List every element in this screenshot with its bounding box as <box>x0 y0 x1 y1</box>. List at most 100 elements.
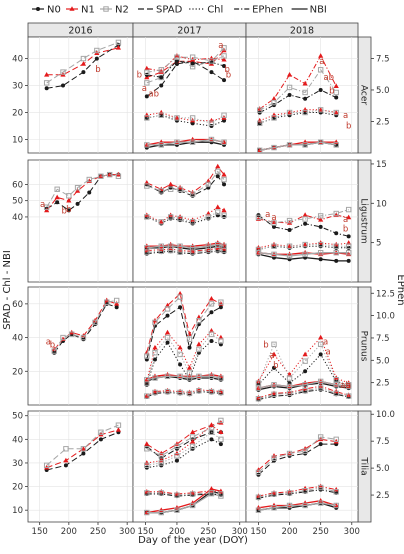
data-point <box>218 375 224 381</box>
series-chl-n2 <box>256 107 339 127</box>
data-point <box>334 95 339 100</box>
legend-item-chl: Chl <box>189 5 223 16</box>
data-point <box>174 443 180 450</box>
data-point <box>164 329 171 335</box>
data-point <box>80 61 87 66</box>
x-tick-label: 200 <box>61 527 77 537</box>
y-tick-label: 20 <box>12 109 23 119</box>
significance-letter: b <box>224 65 229 75</box>
data-point <box>218 417 224 424</box>
data-point <box>345 206 352 213</box>
data-point <box>63 463 68 468</box>
data-point <box>333 109 339 116</box>
data-point <box>221 171 227 177</box>
data-point <box>189 491 196 497</box>
data-point <box>196 387 202 394</box>
series-ephen-n2 <box>255 206 352 226</box>
data-point <box>215 247 221 253</box>
panel-frame <box>132 410 247 523</box>
y-tick-label: 30 <box>12 459 23 469</box>
series-line <box>146 170 225 195</box>
data-point <box>302 216 308 222</box>
data-point <box>271 144 277 151</box>
y-tick-label: 50 <box>12 412 23 422</box>
series-ephen-n2 <box>144 387 224 399</box>
significance-letter: b <box>329 87 334 97</box>
x-tick-label: 300 <box>232 527 248 537</box>
series-ephen-n2 <box>144 490 224 498</box>
data-point <box>256 107 263 113</box>
data-point <box>302 109 308 116</box>
data-point <box>209 437 214 442</box>
data-point <box>196 341 202 347</box>
data-point <box>144 69 150 76</box>
legend-label: Chl <box>207 5 223 16</box>
data-point <box>218 338 224 344</box>
data-point <box>222 182 227 187</box>
data-point <box>345 393 352 399</box>
facet-label-prunus: Prunus <box>359 331 369 362</box>
data-point <box>158 74 164 81</box>
data-point <box>44 86 49 91</box>
data-point <box>152 389 158 396</box>
data-point <box>158 490 164 496</box>
data-point <box>144 74 150 80</box>
panel-prunus-2016: ab <box>27 286 134 406</box>
data-point <box>317 484 324 491</box>
series-line <box>146 243 225 249</box>
data-point <box>115 422 122 428</box>
data-point <box>255 494 262 500</box>
data-point <box>144 462 150 469</box>
data-point <box>215 174 220 179</box>
data-point <box>152 319 158 326</box>
data-point <box>158 509 164 516</box>
y-tick-label: 60 <box>12 300 23 310</box>
data-point <box>302 241 308 247</box>
series-line <box>258 209 349 224</box>
data-point <box>255 250 262 256</box>
significance-letter: a <box>265 210 270 220</box>
y-right-tick-label: 5.0 <box>376 464 390 474</box>
y-right-tick-label: 5.0 <box>376 356 390 366</box>
series-spad-n2 <box>43 422 122 469</box>
data-point <box>286 109 293 115</box>
data-point <box>164 302 171 308</box>
x-axis-title: Day of the year (DOY) <box>138 535 248 546</box>
series-spad-n0 <box>144 59 227 99</box>
data-point <box>43 204 50 210</box>
data-point <box>177 351 183 358</box>
data-point <box>69 331 75 337</box>
legend-item-n0: N0 <box>32 5 61 16</box>
data-point <box>158 219 164 224</box>
data-point <box>286 243 293 249</box>
y-right-tick-label: 2.5 <box>376 117 390 127</box>
data-point <box>174 115 180 121</box>
data-point <box>221 212 227 219</box>
legend-label: N2 <box>115 5 129 16</box>
data-point <box>144 65 150 71</box>
series-ephen-n2 <box>144 53 227 76</box>
data-point <box>302 89 308 96</box>
data-point <box>286 72 293 77</box>
data-point <box>177 294 183 300</box>
data-point <box>74 188 81 193</box>
data-point <box>164 306 171 312</box>
data-point <box>302 358 308 364</box>
x-tick-label: 300 <box>119 527 135 537</box>
data-point <box>80 446 87 452</box>
series-line <box>259 109 337 124</box>
data-point <box>208 136 215 143</box>
panel-frame <box>27 36 134 154</box>
data-point <box>63 446 69 452</box>
data-point <box>208 331 215 337</box>
legend: N0 N1 N2 SPAD Chl EPhen NBI <box>32 5 327 16</box>
data-point <box>189 191 196 197</box>
data-point <box>158 142 164 148</box>
data-point <box>44 71 50 77</box>
y-axis-title-left: SPAD - Chl - NBI <box>2 250 13 330</box>
data-point <box>317 250 324 256</box>
data-point <box>144 183 150 189</box>
